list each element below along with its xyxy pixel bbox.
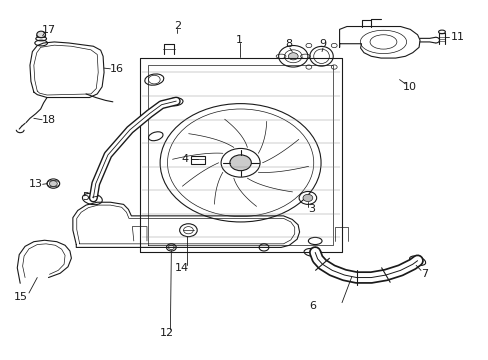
Text: 10: 10 [403,82,416,93]
Text: 5: 5 [82,192,89,202]
Circle shape [229,155,251,171]
Text: 17: 17 [41,25,56,35]
Text: 15: 15 [14,292,28,302]
Circle shape [303,194,312,202]
Text: 18: 18 [41,115,56,125]
Text: 12: 12 [159,328,173,338]
Bar [190,156,205,163]
Text: 7: 7 [421,269,427,279]
Text: 13: 13 [29,179,43,189]
Text: 11: 11 [450,32,464,41]
Text: 9: 9 [319,40,326,49]
Circle shape [37,31,45,38]
Text: 8: 8 [284,40,291,49]
Circle shape [49,181,57,186]
Text: 3: 3 [307,204,315,215]
Text: 4: 4 [181,154,188,164]
Text: 1: 1 [236,35,243,45]
Text: 6: 6 [308,301,316,311]
Text: 14: 14 [175,263,189,273]
Circle shape [288,53,298,60]
Text: 16: 16 [109,64,123,74]
Text: 2: 2 [173,21,181,31]
